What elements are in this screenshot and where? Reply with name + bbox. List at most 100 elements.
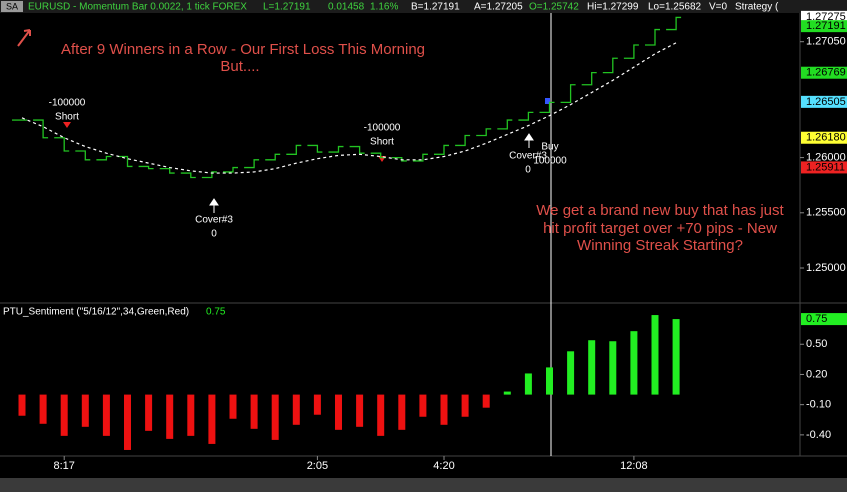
price-marker-label: 1.26180 (806, 132, 846, 144)
momentum-bar (201, 171, 217, 179)
y-tick-label: -0.40 (806, 429, 831, 441)
momentum-bar (286, 144, 302, 155)
trade-label: 0 (211, 229, 217, 240)
price-marker-label: 1.27275 (806, 11, 846, 23)
badge-box (1, 1, 23, 12)
momentum-bar (518, 111, 534, 121)
symbol: EURUSD - Momentum Bar 0.0022, 1 tick FOR… (28, 2, 247, 13)
momentum-bar (476, 128, 492, 137)
volume: V=0 (709, 2, 728, 13)
momentum-bar (539, 101, 555, 113)
annotation-arrow (17, 29, 31, 47)
bar (335, 394, 342, 430)
price-marker-label: 1.26505 (806, 96, 846, 108)
bar (187, 394, 195, 436)
bid: B=1.27191 (411, 2, 460, 13)
bar (102, 394, 110, 436)
trade-label: 0 (525, 165, 531, 176)
momentum-bar (117, 155, 133, 168)
bar (440, 394, 448, 425)
momentum-bar (265, 153, 281, 161)
bar (356, 394, 364, 427)
bar (124, 394, 131, 450)
buy-marker (545, 98, 550, 104)
momentum-bar (96, 155, 112, 161)
y-tick-label: 1.25500 (806, 207, 846, 219)
momentum-bar (497, 119, 513, 130)
trade-label: Buy (541, 142, 558, 153)
price-marker (801, 161, 847, 174)
momentum-bar (455, 134, 471, 147)
bar (292, 394, 300, 425)
bar (419, 394, 427, 417)
bar (250, 394, 258, 429)
price-marker-label: 1.27191 (806, 20, 846, 32)
momentum-bar (307, 144, 323, 153)
trade-label: Short (55, 112, 79, 123)
header-bar (0, 0, 847, 13)
momentum-bar (138, 165, 154, 170)
momentum-bar (159, 167, 175, 174)
cover-arrows (209, 133, 534, 213)
indicator-title: PTU_Sentiment ("5/16/12",34,Green,Red) (3, 307, 189, 318)
bar (524, 373, 532, 395)
bar (588, 340, 596, 395)
bar (482, 394, 490, 408)
indicator-value: 0.75 (206, 307, 226, 318)
y-tick-label: 0.20 (806, 368, 827, 380)
open: O=1.25742 (529, 2, 579, 13)
momentum-bar (75, 150, 91, 161)
bar (630, 331, 638, 395)
momentum-bar (223, 166, 238, 173)
annotation: hit profit target over +70 pips - New (543, 220, 777, 237)
momentum-bar (666, 16, 682, 31)
momentum-bar (645, 28, 660, 46)
momentum-bar (391, 156, 407, 162)
annotation: Winning Streak Starting? (577, 237, 743, 254)
price-marker-label: 1.25911 (806, 161, 845, 173)
last: L=1.27191 (263, 2, 311, 13)
momentum-bar (54, 137, 70, 152)
trade-label: -100000 (364, 123, 401, 134)
momentum-bar (623, 44, 639, 59)
bar (166, 394, 174, 439)
badge: SA (6, 1, 18, 11)
momentum-bar (370, 152, 386, 159)
x-tick-label: 8:17 (53, 460, 74, 472)
y-tick-label: 1.25000 (806, 262, 846, 274)
price-marker (801, 20, 847, 33)
price-marker (801, 131, 847, 144)
bar (313, 394, 321, 415)
trade-label: Cover#3 (509, 151, 547, 162)
scrollbar[interactable] (0, 478, 847, 492)
bar (546, 367, 553, 395)
bar (81, 394, 89, 427)
annotation: But.... (220, 58, 259, 75)
ask: A=1.27205 (474, 2, 523, 13)
bar (60, 394, 68, 436)
x-tick-label: 2:05 (307, 460, 328, 472)
price-marker (801, 10, 847, 23)
y-tick-label: 1.27050 (806, 36, 846, 48)
momentum-bar (560, 84, 576, 104)
bar (229, 394, 237, 419)
value-marker (801, 313, 847, 326)
y-tick-label: 1.26000 (806, 152, 846, 164)
momentum-bar (581, 71, 597, 86)
bar (461, 394, 469, 417)
pct: 1.16% (370, 2, 398, 13)
momentum-bar (434, 144, 449, 155)
annotation: We get a brand new buy that has just (536, 202, 784, 219)
momentum-bar (349, 145, 365, 154)
trade-label: Short (370, 137, 394, 148)
bar (609, 341, 617, 395)
high: Hi=1.27299 (587, 2, 639, 13)
strategy: Strategy ( (735, 2, 779, 13)
bar (672, 319, 680, 395)
y-tick-label: -0.10 (806, 399, 831, 411)
low: Lo=1.25682 (648, 2, 702, 13)
bar (39, 394, 47, 424)
change: 0.01458 (328, 2, 365, 13)
momentum-bar (244, 159, 260, 169)
